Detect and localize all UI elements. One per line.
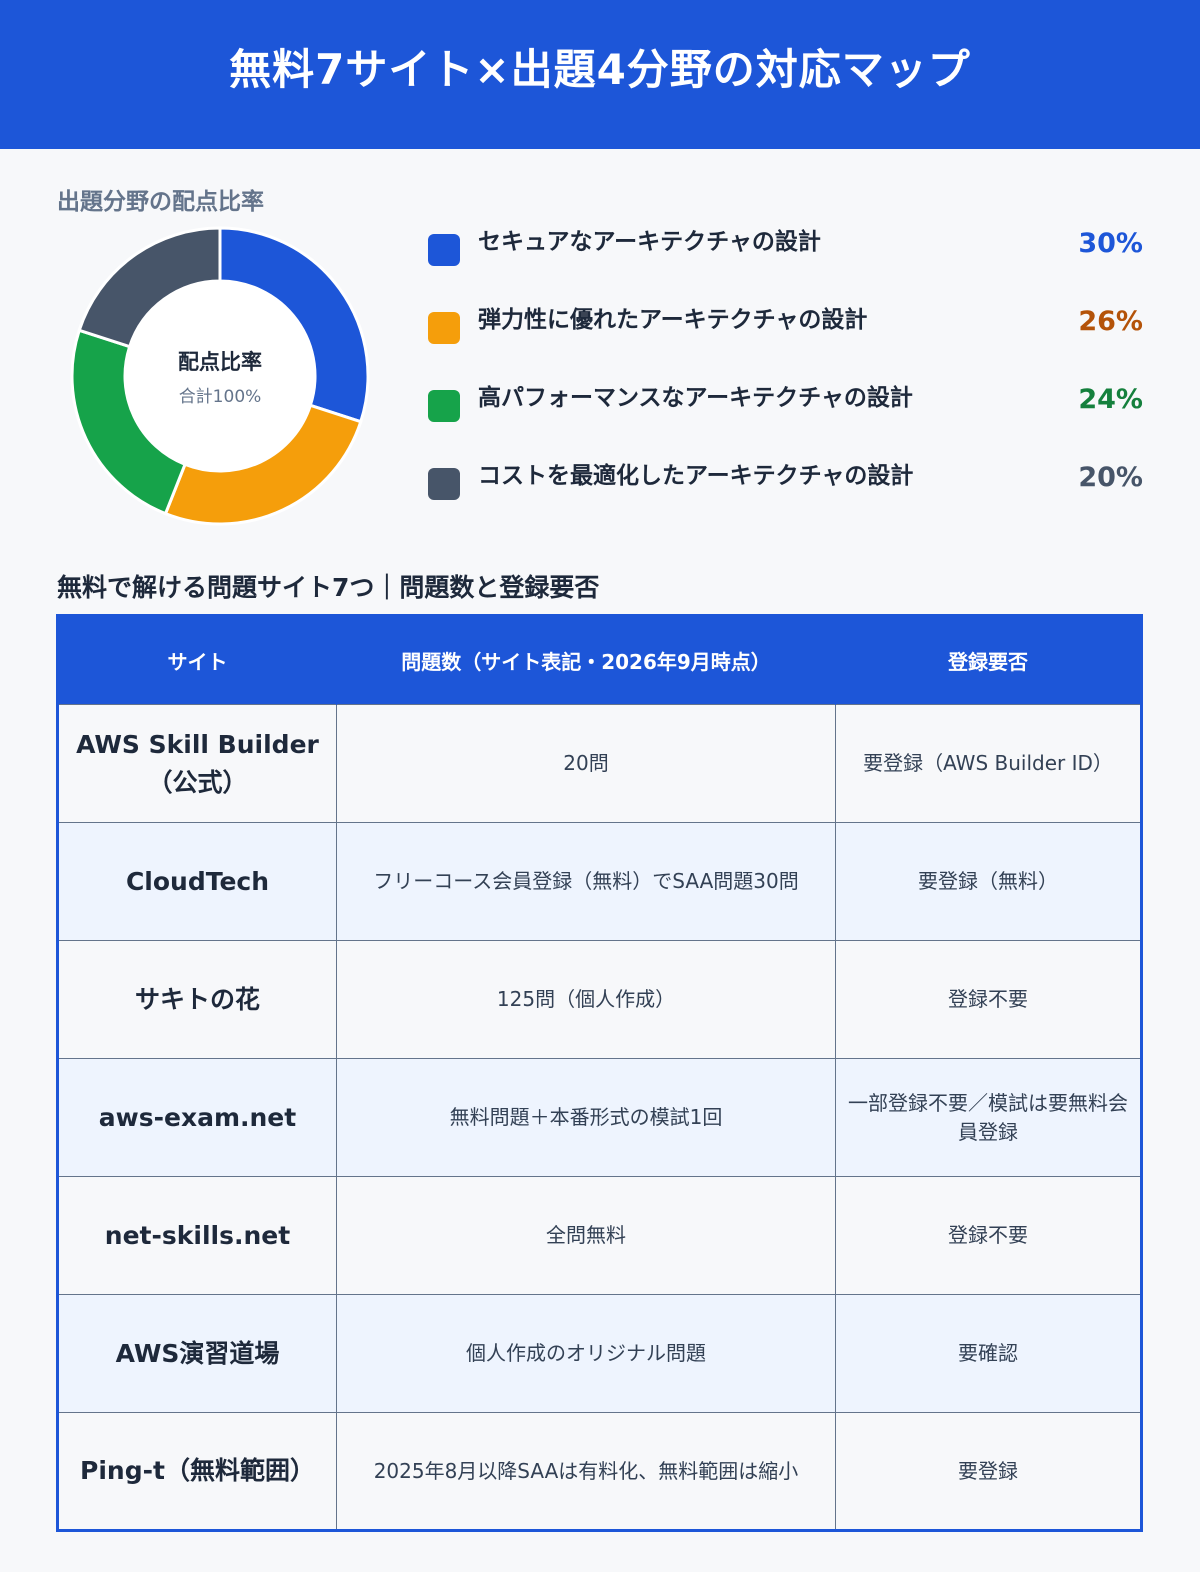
column-header-count: 問題数（サイト表記・2026年9月時点） bbox=[336, 615, 836, 705]
site-name: CloudTech bbox=[57, 822, 337, 941]
legend-value: 20% bbox=[1078, 462, 1143, 493]
registration: 一部登録不要／模試は要無料会員登録 bbox=[835, 1058, 1142, 1177]
site-name: サキトの花 bbox=[57, 940, 337, 1059]
legend-item: 高パフォーマンスなアーキテクチャの設計 24% bbox=[428, 378, 1143, 456]
registration: 登録不要 bbox=[835, 1176, 1142, 1295]
question-count: 全問無料 bbox=[336, 1176, 836, 1295]
legend-swatch bbox=[428, 234, 460, 266]
registration: 要登録（無料） bbox=[835, 822, 1142, 941]
table-row: net-skills.net 全問無料 登録不要 bbox=[57, 1176, 1142, 1295]
table-header-row: サイト 問題数（サイト表記・2026年9月時点） 登録要否 bbox=[57, 615, 1142, 705]
donut-center-sublabel: 合計100% bbox=[178, 386, 262, 407]
table-row: AWS演習道場 個人作成のオリジナル問題 要確認 bbox=[57, 1294, 1142, 1413]
table-row: aws-exam.net 無料問題＋本番形式の模試1回 一部登録不要／模試は要無… bbox=[57, 1058, 1142, 1177]
site-name: aws-exam.net bbox=[57, 1058, 337, 1177]
donut-center-label: 配点比率 bbox=[178, 349, 262, 374]
question-count: 20問 bbox=[336, 704, 836, 823]
legend-item: コストを最適化したアーキテクチャの設計 20% bbox=[428, 456, 1143, 534]
legend-item: 弾力性に優れたアーキテクチャの設計 26% bbox=[428, 300, 1143, 378]
column-header-site: サイト bbox=[57, 615, 337, 705]
legend-label: コストを最適化したアーキテクチャの設計 bbox=[478, 463, 914, 489]
table-row: AWS Skill Builder（公式） 20問 要登録（AWS Builde… bbox=[57, 704, 1142, 823]
question-count: フリーコース会員登録（無料）でSAA問題30問 bbox=[336, 822, 836, 941]
question-count: 個人作成のオリジナル問題 bbox=[336, 1294, 836, 1413]
legend-label: 高パフォーマンスなアーキテクチャの設計 bbox=[478, 385, 913, 411]
question-count: 無料問題＋本番形式の模試1回 bbox=[336, 1058, 836, 1177]
site-name: net-skills.net bbox=[57, 1176, 337, 1295]
legend-value: 30% bbox=[1078, 228, 1143, 259]
legend-swatch bbox=[428, 312, 460, 344]
registration: 要登録 bbox=[835, 1412, 1142, 1531]
legend-label: セキュアなアーキテクチャの設計 bbox=[478, 229, 821, 255]
legend-label: 弾力性に優れたアーキテクチャの設計 bbox=[478, 307, 868, 333]
question-count: 2025年8月以降SAAは有料化、無料範囲は縮小 bbox=[336, 1412, 836, 1531]
table-row: Ping-t（無料範囲） 2025年8月以降SAAは有料化、無料範囲は縮小 要登… bbox=[57, 1412, 1142, 1531]
page-title: 無料7サイト×出題4分野の対応マップ bbox=[229, 45, 971, 94]
donut-svg bbox=[70, 226, 370, 526]
donut-hole bbox=[125, 281, 315, 471]
site-name: Ping-t（無料範囲） bbox=[57, 1412, 337, 1531]
column-header-registration: 登録要否 bbox=[835, 615, 1142, 705]
registration: 要登録（AWS Builder ID） bbox=[835, 704, 1142, 823]
sites-table: サイト 問題数（サイト表記・2026年9月時点） 登録要否 AWS Skill … bbox=[56, 614, 1143, 1532]
legend-value: 24% bbox=[1078, 384, 1143, 415]
legend-swatch bbox=[428, 390, 460, 422]
table-row: サキトの花 125問（個人作成） 登録不要 bbox=[57, 940, 1142, 1059]
table-title: 無料で解ける問題サイト7つ｜問題数と登録要否 bbox=[57, 573, 600, 602]
donut-center: 配点比率 合計100% bbox=[70, 226, 370, 526]
legend-value: 26% bbox=[1078, 306, 1143, 337]
donut-chart: 配点比率 合計100% bbox=[70, 226, 370, 526]
page-header: 無料7サイト×出題4分野の対応マップ bbox=[0, 0, 1200, 149]
registration: 要確認 bbox=[835, 1294, 1142, 1413]
question-count: 125問（個人作成） bbox=[336, 940, 836, 1059]
site-name: AWS演習道場 bbox=[57, 1294, 337, 1413]
site-name: AWS Skill Builder（公式） bbox=[57, 704, 337, 823]
table-row: CloudTech フリーコース会員登録（無料）でSAA問題30問 要登録（無料… bbox=[57, 822, 1142, 941]
chart-legend: セキュアなアーキテクチャの設計 30% 弾力性に優れたアーキテクチャの設計 26… bbox=[428, 222, 1143, 534]
legend-swatch bbox=[428, 468, 460, 500]
registration: 登録不要 bbox=[835, 940, 1142, 1059]
chart-title: 出題分野の配点比率 bbox=[57, 189, 264, 215]
legend-item: セキュアなアーキテクチャの設計 30% bbox=[428, 222, 1143, 300]
